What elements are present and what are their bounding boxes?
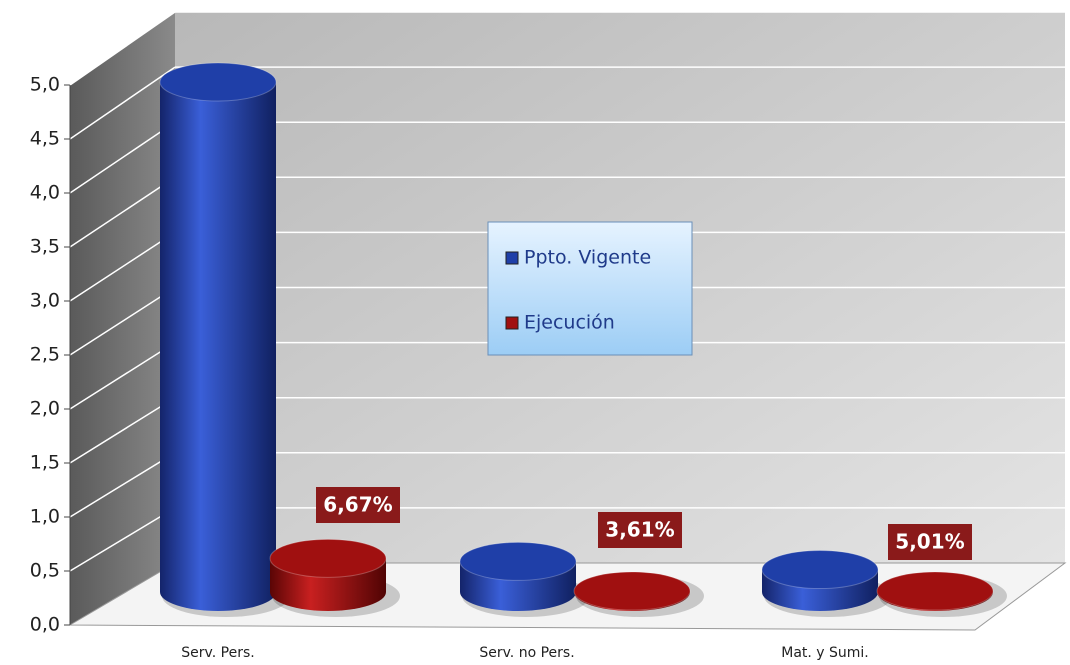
annotation-box: [888, 524, 972, 560]
grid-line: [69, 121, 176, 194]
legend-box: [487, 221, 693, 356]
y-tick-label: 2,5: [30, 344, 60, 366]
grid-line: [69, 397, 176, 464]
side-wall: [70, 12, 175, 625]
bar: [160, 82, 276, 611]
legend-label: Ejecución: [524, 312, 615, 334]
grid-line: [69, 66, 176, 140]
grid-line: [69, 341, 176, 410]
bar-top: [459, 541, 577, 581]
annotation: 5,01%: [895, 530, 964, 554]
annotation: 3,61%: [605, 518, 674, 542]
grid-line: [69, 11, 176, 86]
bar-top: [573, 571, 691, 611]
y-tick-label: 1,0: [30, 506, 60, 528]
x-tick-label: Serv. no Pers.: [479, 645, 574, 661]
bar-top: [159, 62, 277, 102]
legend-label: Ppto. Vigente: [524, 247, 651, 269]
grid-line: [69, 507, 176, 572]
bar-top: [761, 550, 879, 590]
grid-line: [69, 176, 176, 248]
bar-top: [876, 571, 994, 611]
legend-marker: [505, 251, 519, 265]
y-tick-label: 0,5: [30, 560, 60, 582]
y-tick-label: 4,0: [30, 182, 60, 204]
y-tick-label: 0,0: [30, 614, 60, 636]
grid-line: [69, 286, 176, 356]
annotation-box: [316, 487, 400, 523]
bar-top: [269, 538, 387, 578]
legend-marker: [505, 316, 519, 330]
y-tick-label: 1,5: [30, 452, 60, 474]
annotation: 6,67%: [323, 493, 392, 517]
x-tick-label: Mat. y Sumi.: [781, 645, 869, 661]
y-tick-label: 5,0: [30, 74, 60, 96]
y-tick-label: 3,0: [30, 290, 60, 312]
y-tick-label: 4,5: [30, 128, 60, 150]
y-tick-label: 3,5: [30, 236, 60, 258]
grid-line: [69, 452, 176, 518]
y-tick-label: 2,0: [30, 398, 60, 420]
annotation-box: [598, 512, 682, 548]
x-tick-label: Serv. Pers.: [181, 645, 254, 661]
grid-line: [69, 231, 176, 302]
